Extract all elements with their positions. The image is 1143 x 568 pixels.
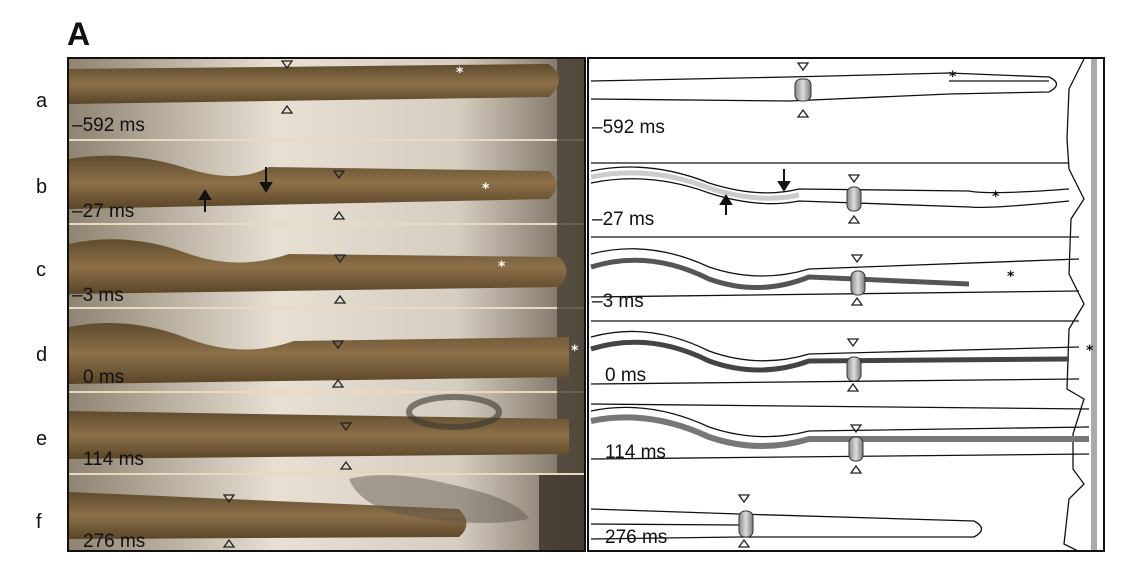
row-label-a: a xyxy=(36,90,48,112)
drawing-frames: * * * * xyxy=(590,59,1097,550)
drawing-row-a xyxy=(590,72,1058,102)
drawing-panel: * * * * –592 ms –27 ms –3 ms 0 ms 114 ms 2… xyxy=(587,57,1105,552)
panel-label: A xyxy=(67,16,91,52)
drawing-time-d: 0 ms xyxy=(605,365,647,386)
tube-f xyxy=(69,492,467,539)
photo-frames: * * * * xyxy=(69,59,584,550)
drawing-row-b xyxy=(590,162,1070,209)
photo-time-b: –27 ms xyxy=(72,201,135,222)
svg-text:*: * xyxy=(1007,269,1015,285)
row-label-d: d xyxy=(36,344,48,366)
svg-text:*: * xyxy=(498,259,506,275)
svg-text:*: * xyxy=(949,69,957,85)
tube-a xyxy=(69,64,559,104)
tube-d xyxy=(69,323,569,384)
drawing-time-e: 114 ms xyxy=(605,442,666,463)
drawing-time-a: –592 ms xyxy=(592,117,665,138)
svg-text:*: * xyxy=(992,189,1000,205)
tube-c xyxy=(69,239,567,294)
photo-time-a: –592 ms xyxy=(72,115,145,136)
photo-time-d: 0 ms xyxy=(83,367,125,388)
row-label-f: f xyxy=(36,511,42,533)
svg-text:*: * xyxy=(482,181,490,197)
photo-panel: * * * * –592 ms –27 ms –3 ms 0 ms 114 ms 2… xyxy=(67,57,586,552)
drawing-row-c xyxy=(590,236,1080,298)
photo-time-c: –3 ms xyxy=(72,285,124,306)
svg-text:*: * xyxy=(571,343,579,359)
svg-text:*: * xyxy=(456,65,464,81)
svg-text:*: * xyxy=(1086,343,1094,359)
drawing-row-d xyxy=(590,320,1080,385)
drawing-row-f xyxy=(590,508,983,540)
photo-time-e: 114 ms xyxy=(83,449,144,470)
row-label-b: b xyxy=(36,176,48,198)
photo-time-f: 276 ms xyxy=(83,531,146,552)
tube-b xyxy=(69,155,557,209)
tube-e xyxy=(69,411,569,459)
drawing-time-b: –27 ms xyxy=(592,209,655,230)
drawing-row-e xyxy=(590,403,1090,460)
row-label-c: c xyxy=(36,259,46,281)
drawing-time-c: –3 ms xyxy=(592,291,644,312)
drawing-time-f: 276 ms xyxy=(605,527,668,548)
row-label-e: e xyxy=(36,428,48,450)
